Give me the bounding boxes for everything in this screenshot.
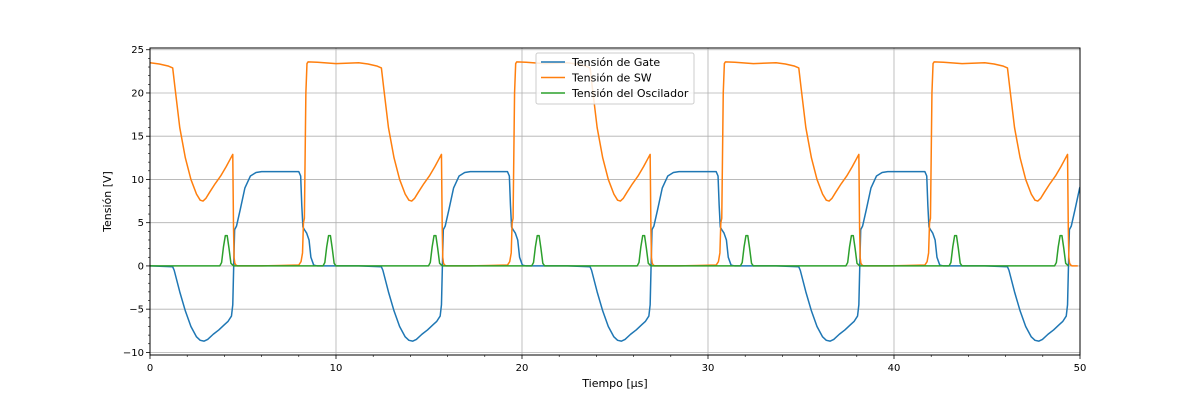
series-layer — [150, 61, 1080, 342]
y-tick-label: −5 — [129, 305, 144, 316]
x-tick-label: 30 — [702, 363, 715, 374]
y-tick-label: 20 — [131, 88, 144, 99]
series-line-2 — [150, 61, 1078, 267]
y-tick-label: 5 — [138, 218, 144, 229]
legend-box — [535, 52, 695, 105]
x-axis-label: Tiempo [μs] — [581, 377, 647, 390]
x-tick-label: 20 — [516, 363, 529, 374]
y-tick-label: 15 — [131, 132, 144, 143]
plot-area — [150, 61, 1080, 342]
x-tick-label: 10 — [330, 363, 343, 374]
legend-label: Tensión del Oscilador — [571, 87, 689, 100]
series-line-1 — [150, 170, 1080, 342]
x-tick-label: 40 — [888, 363, 901, 374]
y-tick-label: −10 — [123, 348, 144, 359]
x-tick-label: 50 — [1074, 363, 1087, 374]
axes-frame — [149, 47, 1081, 356]
legend-label: Tensión de Gate — [571, 56, 660, 69]
y-tick-label: 10 — [131, 175, 144, 186]
y-tick-label: 25 — [131, 45, 144, 56]
ticks: 0 10 20 30 40 50 −10 −5 0 5 10 15 20 25 — [123, 45, 1086, 374]
series-line-3 — [150, 234, 1069, 267]
y-tick-label: 0 — [138, 261, 144, 272]
x-tick-label: 0 — [147, 363, 153, 374]
y-axis-label: Tensión [V] — [101, 171, 114, 233]
legend-label: Tensión de SW — [571, 72, 652, 85]
legend: Tensión de Gate Tensión de SW Tensión del … — [535, 52, 695, 105]
